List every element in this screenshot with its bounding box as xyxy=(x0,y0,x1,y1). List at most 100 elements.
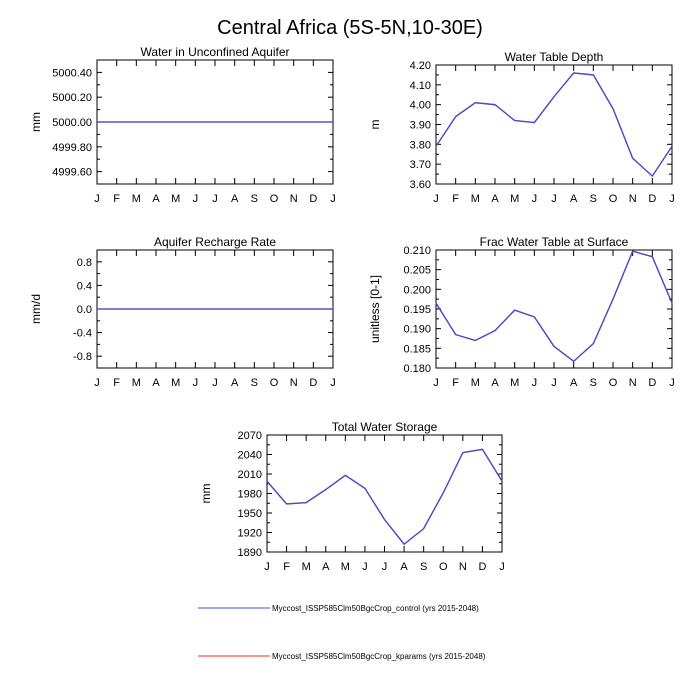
y-tick-label: 5000.20 xyxy=(52,92,92,104)
x-tick-label: O xyxy=(439,561,448,573)
x-tick-label: J xyxy=(264,561,270,573)
series-line-control xyxy=(266,448,503,546)
x-tick-label: N xyxy=(629,193,637,205)
x-tick-label: J xyxy=(433,193,439,205)
y-tick-label: 1980 xyxy=(238,489,262,501)
x-tick-label: J xyxy=(669,377,675,389)
x-tick-label: A xyxy=(570,377,578,389)
x-tick-label: D xyxy=(309,193,317,205)
x-tick-label: A xyxy=(231,377,239,389)
y-tick-label: 2040 xyxy=(238,450,262,462)
y-tick-label: 1950 xyxy=(238,508,262,520)
y-axis-label: unitless [0-1] xyxy=(368,275,382,343)
y-tick-label: 4999.60 xyxy=(52,167,92,179)
y-axis-label: mm xyxy=(199,484,213,504)
series-line-kparams xyxy=(435,72,673,178)
y-axis-label: mm xyxy=(29,112,43,132)
x-tick-label: J xyxy=(362,561,368,573)
y-tick-label: 3.70 xyxy=(410,159,431,171)
y-tick-label: 0.200 xyxy=(403,284,431,296)
x-tick-label: M xyxy=(171,377,180,389)
x-tick-label: M xyxy=(132,193,141,205)
x-tick-label: A xyxy=(152,193,160,205)
x-tick-label: D xyxy=(648,193,656,205)
x-tick-label: A xyxy=(570,193,578,205)
y-tick-label: 1920 xyxy=(238,528,262,540)
x-tick-label: F xyxy=(452,377,459,389)
x-tick-label: J xyxy=(382,561,388,573)
x-tick-label: S xyxy=(590,377,597,389)
x-tick-label: J xyxy=(551,377,557,389)
x-tick-label: J xyxy=(212,193,218,205)
panel-title: Aquifer Recharge Rate xyxy=(154,235,276,249)
y-tick-label: 3.90 xyxy=(410,120,431,132)
chart-panel-3: Aquifer Recharge Rate mm/d -0.8 -0.4 0.0 0.4 0… xyxy=(29,235,336,389)
x-tick-label: O xyxy=(270,193,279,205)
x-tick-label: J xyxy=(532,377,538,389)
plot-frame xyxy=(435,64,673,185)
panel-title: Water in Unconfined Aquifer xyxy=(141,45,290,59)
legend-label-kparams: Myccost_ISSP585Clm50BgcCrop_kparams (yrs… xyxy=(272,652,486,661)
x-tick-label: D xyxy=(478,561,486,573)
x-tick-label: J xyxy=(433,377,439,389)
y-tick-label: 0.4 xyxy=(77,280,92,292)
y-tick-label: 3.80 xyxy=(410,139,431,151)
legend-label-control: Myccost_ISSP585Clm50BgcCrop_control (yrs… xyxy=(272,604,479,613)
series-line-kparams xyxy=(266,448,503,546)
x-tick-label: J xyxy=(551,193,557,205)
x-tick-label: N xyxy=(629,377,637,389)
x-tick-label: J xyxy=(94,377,100,389)
y-axis-label: mm/d xyxy=(29,294,43,324)
y-tick-label: 5000.40 xyxy=(52,67,92,79)
x-tick-label: J xyxy=(330,193,336,205)
y-tick-label: 4999.80 xyxy=(52,142,92,154)
series-line-control xyxy=(435,72,673,178)
panel-title: Frac Water Table at Surface xyxy=(480,235,629,249)
x-tick-label: F xyxy=(113,377,120,389)
x-tick-label: J xyxy=(499,561,505,573)
y-tick-label: 0.195 xyxy=(403,304,431,316)
x-tick-label: A xyxy=(400,561,408,573)
panel-title: Water Table Depth xyxy=(505,50,604,64)
x-tick-label: M xyxy=(341,561,350,573)
x-tick-label: J xyxy=(669,193,675,205)
x-tick-label: D xyxy=(309,377,317,389)
y-tick-label: 3.60 xyxy=(410,179,431,191)
x-tick-label: A xyxy=(322,561,330,573)
x-tick-label: M xyxy=(471,377,480,389)
y-tick-label: 0.180 xyxy=(403,363,431,375)
x-tick-label: N xyxy=(459,561,467,573)
y-axis-label: m xyxy=(368,120,382,130)
x-tick-label: A xyxy=(491,193,499,205)
chart-panel-4: Frac Water Table at Surface unitless [0-1… xyxy=(368,235,675,389)
series-line-control xyxy=(435,250,673,363)
chart-panel-1: Water in Unconfined Aquifer mm 4999.60 4999… xyxy=(29,45,336,205)
y-tick-label: 4.20 xyxy=(410,60,431,72)
x-tick-label: F xyxy=(113,193,120,205)
y-tick-label: -0.8 xyxy=(73,351,92,363)
x-tick-label: J xyxy=(532,193,538,205)
x-tick-label: S xyxy=(251,377,258,389)
x-tick-label: J xyxy=(94,193,100,205)
x-tick-label: D xyxy=(648,377,656,389)
plot-frame xyxy=(435,249,673,369)
x-tick-label: O xyxy=(270,377,279,389)
x-tick-label: M xyxy=(510,193,519,205)
y-tick-label: 1890 xyxy=(238,547,262,559)
x-tick-label: J xyxy=(212,377,218,389)
figure-title: Central Africa (5S-5N,10-30E) xyxy=(217,17,483,39)
x-tick-label: M xyxy=(171,193,180,205)
x-tick-label: A xyxy=(231,193,239,205)
y-tick-label: 4.00 xyxy=(410,100,431,112)
y-tick-label: 0.210 xyxy=(403,245,431,257)
x-tick-label: M xyxy=(471,193,480,205)
x-tick-label: J xyxy=(193,377,199,389)
y-tick-label: 0.185 xyxy=(403,343,431,355)
y-tick-label: -0.4 xyxy=(73,328,92,340)
y-tick-label: 4.10 xyxy=(410,80,431,92)
x-tick-label: M xyxy=(302,561,311,573)
x-tick-label: J xyxy=(193,193,199,205)
x-tick-label: S xyxy=(420,561,427,573)
y-tick-label: 2070 xyxy=(238,430,262,442)
